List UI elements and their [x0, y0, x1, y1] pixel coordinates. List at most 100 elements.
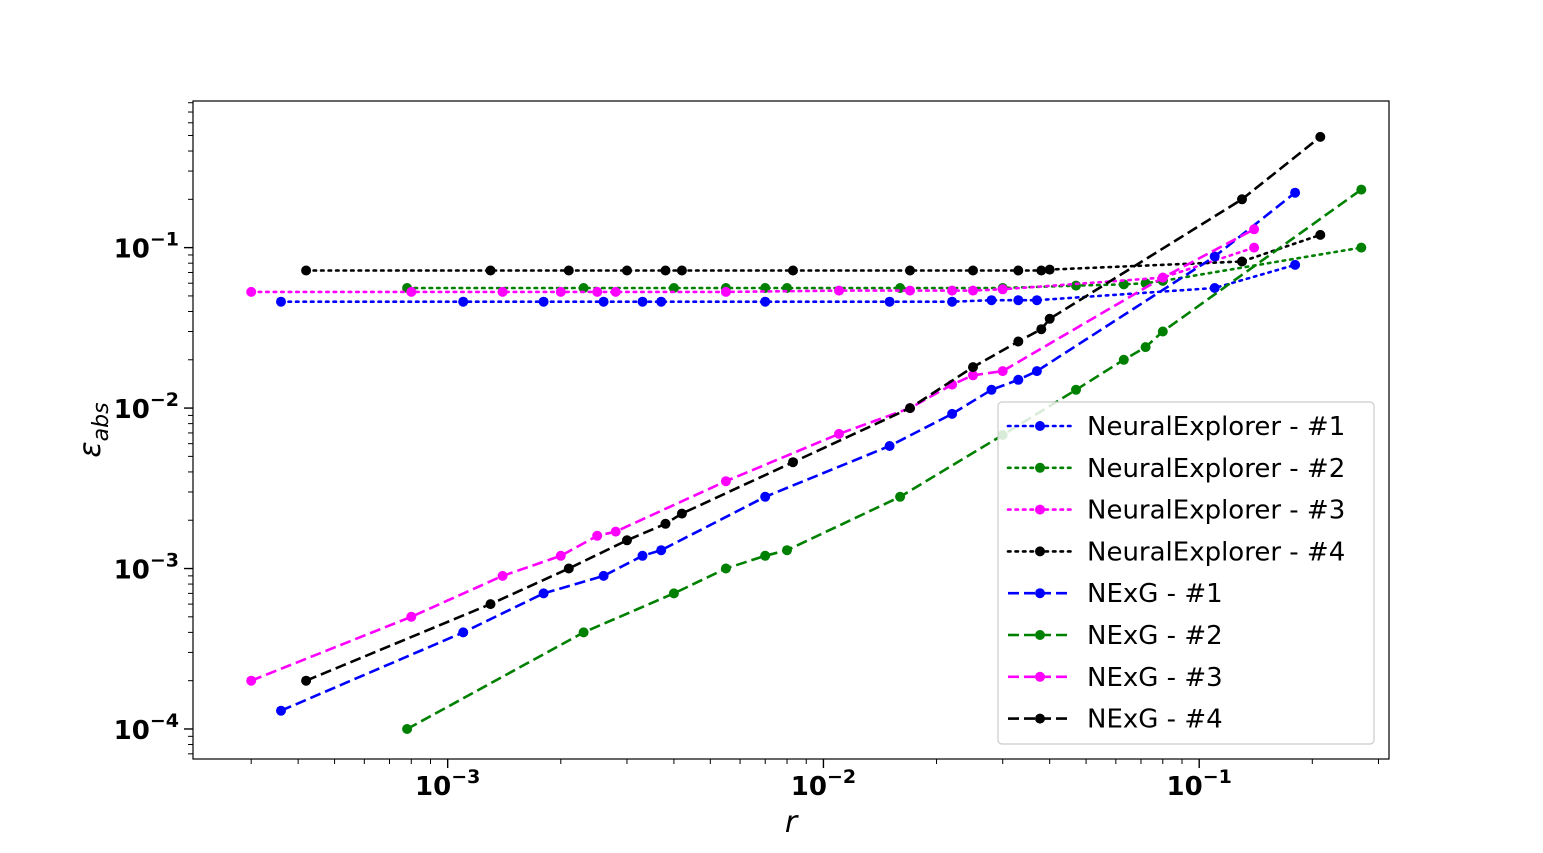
- data-point-nexg-4: [485, 599, 496, 610]
- y-axis-label-group: εabs: [73, 402, 114, 457]
- data-point-nexg-3: [1249, 224, 1260, 235]
- series-line-neuralexplorer-3: [249, 246, 1256, 294]
- data-point-nexg-3: [997, 366, 1008, 377]
- data-point-nexg-4: [968, 362, 978, 373]
- data-point-neuralexplorer-1: [1290, 259, 1301, 270]
- x-tick-label-exponent: −3: [451, 766, 480, 788]
- legend-label-nexg-4: NExG - #4: [1087, 705, 1223, 735]
- data-point-neuralexplorer-1: [760, 296, 771, 307]
- data-point-nexg-3: [834, 428, 844, 439]
- series-nexg-3: [246, 224, 1260, 686]
- data-point-neuralexplorer-1: [656, 296, 667, 307]
- data-point-nexg-2: [668, 588, 679, 599]
- x-tick-label-base: 10: [791, 772, 827, 802]
- data-point-neuralexplorer-3: [968, 285, 978, 296]
- data-point-neuralexplorer-3: [834, 285, 844, 296]
- data-point-nexg-3: [1157, 272, 1168, 283]
- data-point-neuralexplorer-4: [968, 265, 978, 276]
- data-point-neuralexplorer-3: [997, 284, 1008, 295]
- series-nexg-2: [402, 184, 1367, 734]
- ticks-layer: 10−3 10−2 10−110−410−310−210−1: [114, 102, 1379, 802]
- data-point-nexg-4: [1036, 324, 1047, 335]
- legend: NeuralExplorer - #1 NeuralExplorer - #2 Ne…: [997, 401, 1375, 745]
- legend-label-nexg-2: NExG - #2: [1087, 621, 1223, 651]
- x-tick-label: 10−2: [791, 766, 856, 802]
- data-point-nexg-1: [458, 627, 469, 638]
- legend-label-neuralexplorer-2: NeuralExplorer - #2: [1087, 454, 1345, 484]
- legend-label-nexg-1: NExG - #1: [1087, 579, 1223, 609]
- x-axis-label: r: [785, 805, 799, 840]
- data-point-nexg-2: [1118, 354, 1129, 365]
- data-point-nexg-2: [1140, 342, 1151, 353]
- y-tick-label-exponent: −1: [150, 229, 179, 251]
- y-tick-label: 10−4: [114, 710, 179, 746]
- legend-marker-nexg-2: [1035, 630, 1045, 640]
- y-tick-label-exponent: −4: [150, 710, 179, 732]
- y-axis-label-subscript: abs: [89, 402, 114, 441]
- data-point-neuralexplorer-4: [1044, 264, 1055, 275]
- x-tick-label-base: 10: [415, 772, 451, 802]
- data-point-nexg-4: [788, 457, 798, 468]
- data-point-nexg-1: [760, 491, 771, 502]
- data-point-nexg-1: [947, 408, 958, 419]
- legend-label-neuralexplorer-1: NeuralExplorer - #1: [1087, 412, 1345, 442]
- legend-marker-nexg-3: [1035, 671, 1045, 682]
- data-point-nexg-2: [402, 724, 413, 734]
- legend-label-neuralexplorer-4: NeuralExplorer - #4: [1087, 537, 1345, 567]
- data-point-nexg-4: [905, 403, 915, 414]
- data-point-neuralexplorer-1: [1031, 295, 1042, 306]
- data-point-neuralexplorer-4: [1013, 265, 1024, 276]
- data-point-nexg-2: [720, 563, 731, 574]
- data-point-neuralexplorer-2: [1356, 242, 1367, 253]
- data-point-neuralexplorer-1: [986, 295, 997, 306]
- legend-entry-nexg-1: NExG - #1: [1008, 579, 1223, 609]
- data-point-neuralexplorer-2: [578, 283, 589, 293]
- data-point-nexg-1: [986, 384, 997, 395]
- x-tick-label-exponent: −1: [1203, 766, 1232, 788]
- data-point-neuralexplorer-4: [788, 265, 798, 276]
- data-point-nexg-2: [578, 627, 589, 638]
- legend-label-nexg-3: NExG - #3: [1087, 663, 1223, 693]
- data-point-nexg-4: [622, 535, 632, 546]
- legend-marker-nexg-4: [1035, 713, 1045, 724]
- data-point-nexg-2: [782, 545, 792, 556]
- data-point-nexg-3: [246, 675, 257, 686]
- series-nexg-1: [276, 187, 1301, 716]
- data-point-neuralexplorer-4: [301, 265, 312, 276]
- data-point-neuralexplorer-1: [598, 296, 609, 307]
- data-point-neuralexplorer-3: [497, 286, 508, 297]
- series-nexg-4: [301, 131, 1326, 686]
- data-point-neuralexplorer-1: [276, 296, 286, 307]
- data-point-neuralexplorer-3: [592, 286, 603, 297]
- series-line-nexg-4: [305, 135, 1322, 682]
- data-point-nexg-1: [884, 441, 895, 451]
- y-tick-label: 10−2: [114, 389, 179, 425]
- data-point-nexg-2: [1157, 326, 1168, 337]
- data-point-nexg-1: [598, 570, 609, 581]
- legend-entries: NeuralExplorer - #1 NeuralExplorer - #2 Ne…: [1006, 412, 1345, 735]
- data-point-neuralexplorer-3: [947, 285, 958, 296]
- y-tick-label-base: 10: [114, 395, 150, 425]
- legend-entry-nexg-3: NExG - #3: [1008, 663, 1223, 693]
- y-axis-label-main: ε: [73, 441, 108, 457]
- legend-entry-neuralexplorer-2: NeuralExplorer - #2: [1006, 454, 1345, 484]
- x-tick-label: 10−3: [415, 766, 480, 802]
- data-point-neuralexplorer-1: [1209, 283, 1220, 293]
- series-neuralexplorer-4: [301, 229, 1326, 276]
- data-point-nexg-1: [656, 545, 667, 556]
- data-point-neuralexplorer-3: [246, 286, 257, 297]
- legend-entry-nexg-2: NExG - #2: [1008, 621, 1223, 651]
- data-point-nexg-2: [760, 550, 771, 561]
- data-point-neuralexplorer-3: [406, 286, 417, 297]
- y-tick-label: 10−1: [114, 229, 179, 265]
- legend-marker-neuralexplorer-2: [1035, 462, 1045, 473]
- data-point-neuralexplorer-4: [1237, 256, 1247, 267]
- data-point-nexg-2: [1356, 184, 1367, 195]
- data-point-nexg-3: [555, 550, 566, 561]
- series-layer: [246, 131, 1367, 734]
- legend-box: [997, 401, 1375, 745]
- data-point-neuralexplorer-1: [1013, 295, 1024, 306]
- y-tick-label: 10−3: [114, 550, 179, 586]
- data-point-neuralexplorer-3: [555, 286, 566, 297]
